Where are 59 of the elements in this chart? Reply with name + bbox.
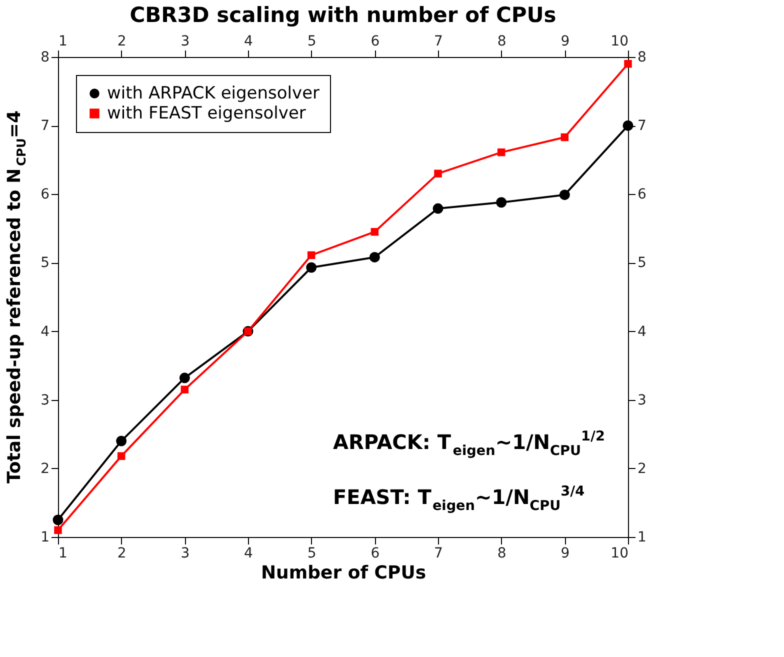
x-tick-label: 5 [307,546,316,562]
y2-tick-label: 7 [638,118,646,134]
x2-tick-label: 9 [560,34,570,50]
point [559,190,570,200]
x2-tick-label: 1 [58,34,68,50]
y-tick-label: 5 [40,255,50,272]
point [369,252,380,262]
x2-tick-label: 8 [497,34,506,50]
x2-tick-label: 2 [117,34,126,50]
point [560,133,569,142]
point [117,452,126,460]
x-tick-label: 2 [117,546,126,562]
x-tick-label: 10 [610,546,628,562]
point [179,372,190,384]
x-axis-title: Number of CPUs [260,562,426,584]
point [624,60,632,68]
y-tick-label: 6 [40,186,50,203]
x-tick-label: 6 [370,546,380,562]
legend-label: with FEAST eigensolver [107,104,306,124]
y2-tick-label: 4 [638,324,646,340]
chart-title: CBR3D scaling with number of CPUs [130,3,556,27]
y-tick-label: 1 [40,530,50,546]
point [432,203,444,214]
point [434,170,442,178]
x-tick-label: 1 [58,546,68,562]
x2-tick-label: 10 [610,34,628,50]
point [52,514,64,526]
point [496,197,507,208]
y2-tick-label: 3 [638,392,646,408]
y-tick-label: 7 [40,118,50,134]
point [307,251,316,260]
x2-tick-label: 6 [370,34,380,50]
point [116,436,127,446]
y-tick-label: 2 [40,460,50,477]
y-tick-label: 3 [40,392,50,408]
point [306,262,317,273]
x-tick-label: 3 [180,546,190,562]
x-tick-label: 4 [244,546,254,562]
y2-tick-label: 2 [638,460,646,477]
point [180,386,189,394]
x-tick-label: 9 [560,546,570,562]
y2-tick-label: 8 [638,50,646,66]
point [54,526,62,534]
y2-tick-label: 1 [638,530,646,546]
x2-tick-label: 4 [244,34,254,50]
x2-tick-label: 7 [434,34,443,50]
point [370,228,379,236]
point [497,148,506,156]
x2-tick-label: 5 [307,34,316,50]
y2-tick-label: 6 [638,186,646,203]
y-tick-label: 4 [40,324,50,340]
x-tick-label: 7 [434,546,443,562]
y2-tick-label: 5 [638,255,646,272]
legend-label: with ARPACK eigensolver [107,84,320,104]
y-tick-label: 8 [40,50,50,66]
x-tick-label: 8 [497,546,506,562]
x2-tick-label: 3 [180,34,190,50]
point [622,120,634,131]
y-axis-title: Total speed-up referenced to NCPU=4 [4,110,28,484]
